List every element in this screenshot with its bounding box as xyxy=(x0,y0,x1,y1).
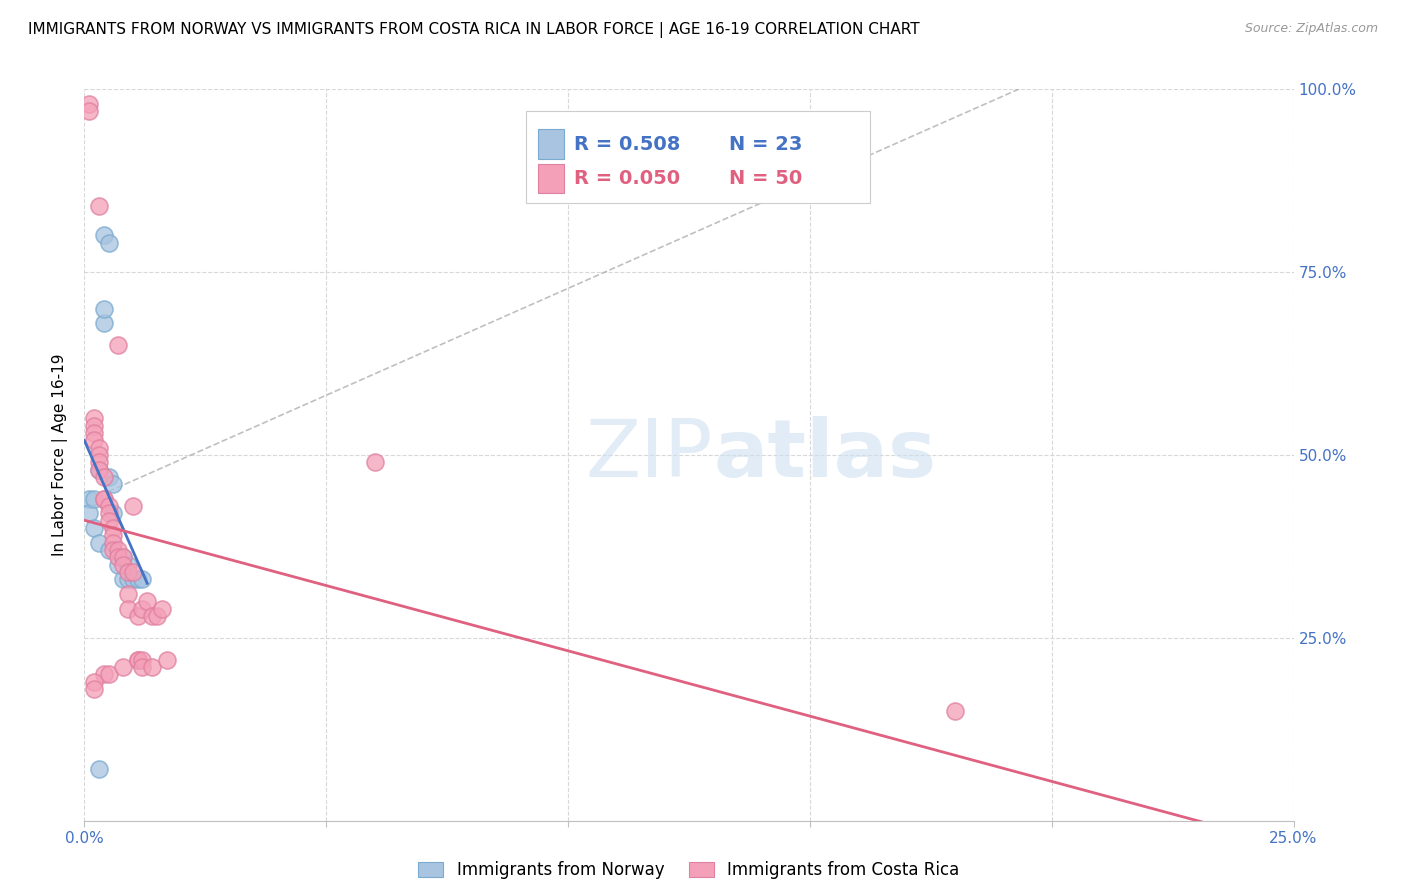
Point xyxy=(121,499,143,513)
Point xyxy=(97,667,120,681)
Point xyxy=(127,608,149,623)
Point xyxy=(112,550,135,565)
Point xyxy=(103,528,125,542)
Point xyxy=(117,601,139,615)
Point xyxy=(127,572,149,586)
Text: N = 23: N = 23 xyxy=(728,135,803,153)
Point xyxy=(131,653,153,667)
Point xyxy=(121,565,143,579)
Point xyxy=(112,558,135,572)
Point xyxy=(77,104,100,119)
FancyBboxPatch shape xyxy=(538,129,564,159)
Point xyxy=(87,462,110,476)
Point xyxy=(103,477,125,491)
Point xyxy=(83,411,105,425)
Point xyxy=(93,491,115,506)
Point xyxy=(127,653,149,667)
Point xyxy=(83,425,105,440)
Point xyxy=(87,448,110,462)
Point xyxy=(131,601,153,615)
Point xyxy=(117,558,139,572)
Point xyxy=(127,653,149,667)
Point xyxy=(77,491,100,506)
Point xyxy=(87,455,110,469)
Point xyxy=(103,521,125,535)
Text: R = 0.508: R = 0.508 xyxy=(574,135,681,153)
Point xyxy=(87,199,110,213)
Point xyxy=(83,681,105,696)
Point xyxy=(77,507,100,521)
Point xyxy=(112,572,135,586)
Point xyxy=(97,499,120,513)
Point xyxy=(93,228,115,243)
Point xyxy=(93,316,115,330)
Point xyxy=(83,434,105,448)
Point xyxy=(107,338,129,352)
Point xyxy=(136,594,159,608)
Point xyxy=(146,608,169,623)
Point xyxy=(93,491,115,506)
Point xyxy=(83,491,105,506)
Point xyxy=(117,565,139,579)
Text: ZIP: ZIP xyxy=(586,416,713,494)
Point xyxy=(131,660,153,674)
Point xyxy=(103,543,125,558)
Point xyxy=(93,301,115,316)
Point xyxy=(121,572,143,586)
FancyBboxPatch shape xyxy=(538,164,564,193)
Point xyxy=(112,550,135,565)
Point xyxy=(155,653,177,667)
Point xyxy=(87,441,110,455)
Point xyxy=(103,535,125,549)
Point xyxy=(131,572,153,586)
Point xyxy=(117,587,139,601)
Point xyxy=(141,608,163,623)
Legend: Immigrants from Norway, Immigrants from Costa Rica: Immigrants from Norway, Immigrants from … xyxy=(412,855,966,886)
Text: atlas: atlas xyxy=(713,416,936,494)
Text: IMMIGRANTS FROM NORWAY VS IMMIGRANTS FROM COSTA RICA IN LABOR FORCE | AGE 16-19 : IMMIGRANTS FROM NORWAY VS IMMIGRANTS FRO… xyxy=(28,22,920,38)
Point xyxy=(83,418,105,433)
Point xyxy=(77,96,100,111)
FancyBboxPatch shape xyxy=(526,112,870,202)
Point xyxy=(150,601,173,615)
Point xyxy=(83,521,105,535)
Text: Source: ZipAtlas.com: Source: ZipAtlas.com xyxy=(1244,22,1378,36)
Point xyxy=(107,558,129,572)
Point xyxy=(117,572,139,586)
Point xyxy=(87,535,110,549)
Point xyxy=(107,543,129,558)
Point xyxy=(97,507,120,521)
Point xyxy=(97,543,120,558)
Point xyxy=(87,763,110,777)
Point xyxy=(363,455,385,469)
Point xyxy=(141,660,163,674)
Text: R = 0.050: R = 0.050 xyxy=(574,169,681,188)
Point xyxy=(83,674,105,689)
Point xyxy=(107,550,129,565)
Point xyxy=(112,660,135,674)
Point xyxy=(103,507,125,521)
Point xyxy=(97,235,120,250)
Point xyxy=(97,514,120,528)
Point xyxy=(943,704,966,718)
Point xyxy=(93,667,115,681)
Y-axis label: In Labor Force | Age 16-19: In Labor Force | Age 16-19 xyxy=(52,353,69,557)
Text: N = 50: N = 50 xyxy=(728,169,801,188)
Point xyxy=(93,470,115,484)
Point xyxy=(87,462,110,476)
Point xyxy=(97,470,120,484)
